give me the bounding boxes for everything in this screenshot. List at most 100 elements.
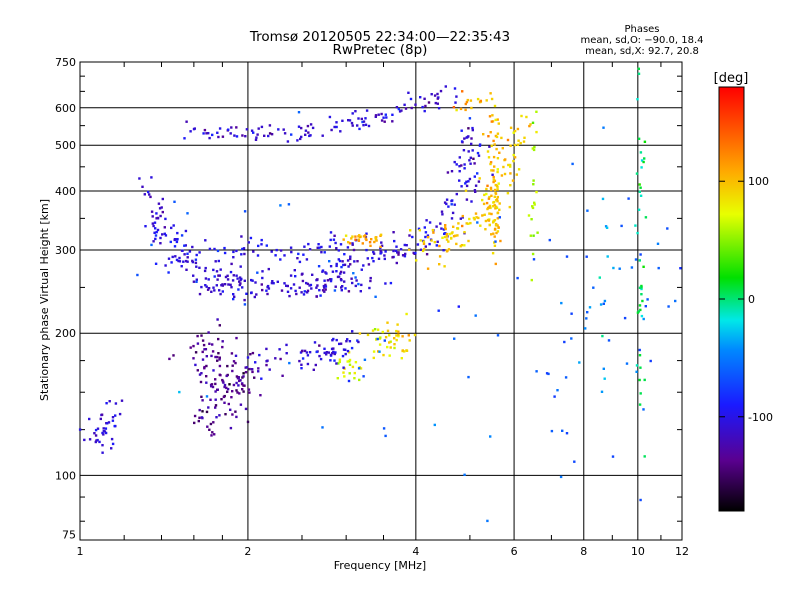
data-point	[242, 390, 245, 393]
data-point	[218, 373, 221, 376]
data-point	[159, 242, 162, 245]
data-point	[156, 216, 160, 220]
data-point	[414, 251, 417, 255]
data-point	[176, 238, 179, 241]
data-point	[208, 136, 211, 140]
data-point	[350, 277, 353, 280]
data-point	[481, 214, 484, 217]
data-point	[367, 263, 371, 266]
data-point	[283, 132, 287, 135]
data-point	[464, 108, 467, 112]
data-point	[265, 363, 268, 367]
data-point	[454, 101, 457, 104]
cluster-low-left	[78, 399, 124, 454]
data-point	[364, 123, 368, 126]
data-point	[195, 253, 198, 257]
data-point	[250, 278, 253, 282]
data-point	[350, 121, 354, 125]
data-point	[305, 281, 308, 285]
data-point	[205, 395, 209, 398]
data-point	[432, 231, 435, 234]
data-point	[487, 219, 490, 222]
data-point	[487, 135, 490, 138]
data-point	[335, 262, 338, 266]
y-tick-label: 750	[55, 56, 76, 69]
data-point	[520, 114, 523, 118]
data-point	[368, 286, 371, 290]
data-point	[282, 128, 285, 131]
data-point	[484, 219, 488, 223]
data-point	[451, 211, 455, 215]
data-point	[78, 428, 82, 431]
data-point	[265, 347, 268, 351]
data-point	[336, 377, 339, 380]
data-point	[214, 260, 217, 263]
data-point	[252, 131, 255, 134]
data-point	[300, 367, 303, 370]
data-point	[203, 348, 206, 351]
data-point	[143, 193, 146, 196]
data-point	[378, 343, 382, 346]
data-point	[235, 389, 238, 392]
data-point	[468, 217, 471, 221]
data-point	[235, 415, 238, 419]
data-point	[438, 244, 441, 248]
data-point	[497, 226, 500, 229]
data-point	[245, 366, 249, 369]
data-point	[207, 287, 211, 290]
data-point	[493, 165, 496, 168]
data-point	[457, 305, 460, 308]
data-point	[337, 258, 340, 261]
data-point	[494, 227, 497, 231]
data-point	[207, 132, 210, 135]
data-point	[104, 427, 108, 430]
data-point	[463, 167, 466, 170]
data-point	[397, 330, 400, 333]
data-point	[321, 426, 324, 429]
data-point	[358, 234, 361, 237]
data-point	[383, 254, 386, 257]
data-point	[513, 156, 517, 159]
cluster-column-8.7	[598, 126, 609, 393]
data-point	[211, 385, 215, 389]
data-point	[409, 229, 412, 232]
data-point	[261, 270, 264, 273]
data-point	[221, 378, 224, 382]
data-point	[107, 421, 111, 424]
chart-subtitle: RwPretec (8p)	[333, 42, 428, 58]
x-tick-label: 1	[77, 545, 84, 558]
data-point	[241, 134, 244, 137]
data-point	[216, 355, 219, 359]
data-point	[643, 378, 646, 382]
data-point	[458, 156, 461, 159]
data-point	[348, 360, 351, 363]
data-point	[244, 135, 247, 138]
data-point	[206, 425, 209, 428]
data-point	[175, 240, 179, 244]
data-point	[372, 250, 375, 254]
data-point	[640, 166, 643, 169]
data-point	[357, 367, 361, 370]
data-point	[373, 328, 377, 331]
data-point	[338, 342, 341, 346]
data-point	[359, 367, 363, 370]
data-point	[223, 385, 226, 389]
data-point	[586, 311, 589, 314]
data-point	[461, 224, 464, 228]
data-point	[217, 259, 220, 263]
data-point	[183, 137, 186, 140]
data-point	[489, 188, 493, 192]
data-point	[477, 154, 481, 157]
data-point	[442, 228, 446, 231]
data-point	[380, 244, 384, 247]
data-point	[393, 239, 396, 243]
data-point	[348, 119, 352, 122]
data-point	[245, 292, 248, 295]
data-point	[459, 245, 462, 248]
data-point	[605, 226, 609, 229]
data-point	[636, 231, 639, 235]
data-point	[270, 133, 274, 136]
data-point	[469, 221, 472, 225]
data-point	[279, 357, 282, 361]
data-point	[113, 424, 116, 428]
